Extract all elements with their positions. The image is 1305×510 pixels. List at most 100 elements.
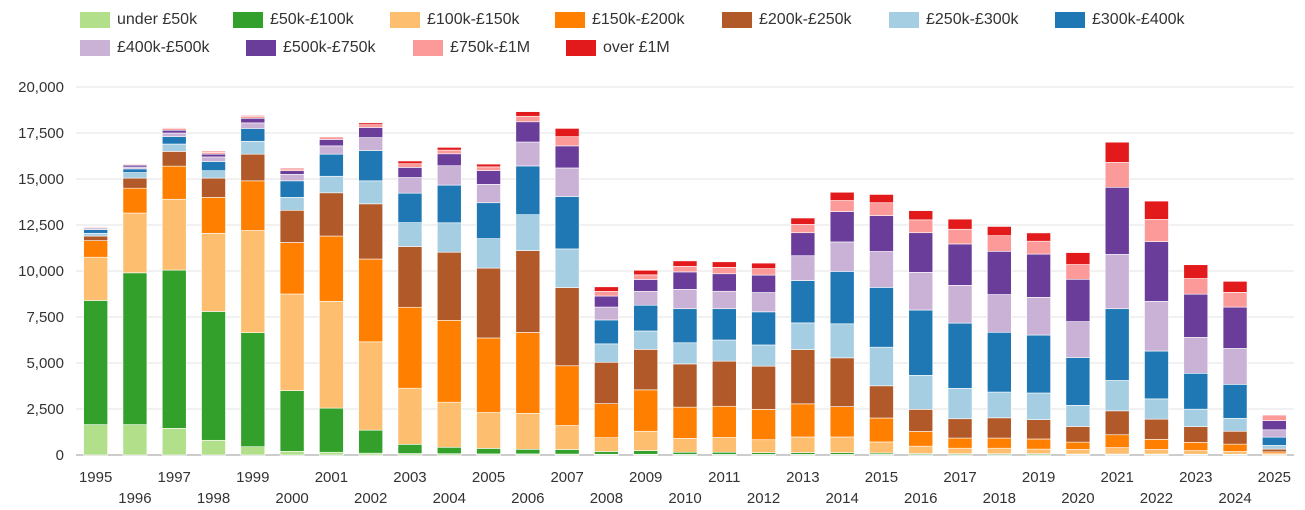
legend-item-under-50k[interactable]: under £50k: [80, 10, 197, 30]
bar-segment-250k-300k[interactable]: [122, 172, 148, 179]
bar-segment-500k-750k[interactable]: [319, 139, 344, 147]
bar-segment-150k-200k[interactable]: [908, 431, 934, 447]
bar-segment-over-1m[interactable]: [829, 191, 855, 201]
bar-segment-150k-200k[interactable]: [1026, 438, 1051, 450]
bar-segment-750k-1m[interactable]: [476, 166, 501, 171]
bar-segment-200k-250k[interactable]: [279, 209, 305, 243]
bar-segment-500k-750k[interactable]: [201, 153, 226, 158]
bar-segment-400k-500k[interactable]: [1183, 337, 1209, 374]
bar-segment-500k-750k[interactable]: [829, 211, 855, 243]
bar-stack-2005[interactable]: [476, 163, 501, 456]
bar-segment-100k-150k[interactable]: [122, 212, 148, 274]
bar-segment-100k-150k[interactable]: [947, 447, 973, 455]
bar-segment-100k-150k[interactable]: [790, 436, 816, 453]
bar-segment-750k-1m[interactable]: [397, 163, 423, 168]
bar-segment-150k-200k[interactable]: [1065, 441, 1091, 450]
bar-segment-750k-1m[interactable]: [1183, 278, 1209, 295]
bar-segment-250k-300k[interactable]: [1065, 405, 1091, 427]
bar-segment-250k-300k[interactable]: [1222, 418, 1248, 432]
bar-segment-300k-400k[interactable]: [515, 165, 541, 216]
bar-segment-500k-750k[interactable]: [397, 167, 423, 178]
bar-stack-2009[interactable]: [633, 269, 659, 456]
bar-segment-under-50k[interactable]: [319, 451, 344, 456]
bar-segment-200k-250k[interactable]: [240, 153, 266, 182]
legend-item-500k-750k[interactable]: £500k-£750k: [246, 38, 376, 58]
bar-segment-750k-1m[interactable]: [1144, 219, 1169, 242]
bar-segment-500k-750k[interactable]: [279, 170, 305, 175]
bar-segment-500k-750k[interactable]: [672, 271, 698, 290]
bar-stack-1997[interactable]: [161, 127, 187, 456]
bar-segment-200k-250k[interactable]: [436, 251, 462, 321]
bar-segment-over-1m[interactable]: [672, 260, 698, 267]
bar-segment-200k-250k[interactable]: [908, 409, 934, 432]
bar-segment-over-1m[interactable]: [436, 147, 462, 151]
bar-segment-750k-1m[interactable]: [790, 224, 816, 234]
bar-segment-500k-750k[interactable]: [908, 232, 934, 273]
bar-segment-250k-300k[interactable]: [1104, 380, 1130, 412]
bar-segment-300k-400k[interactable]: [947, 322, 973, 389]
bar-segment-500k-750k[interactable]: [1222, 306, 1248, 349]
bar-segment-over-1m[interactable]: [1222, 280, 1248, 293]
bar-segment-400k-500k[interactable]: [201, 156, 226, 162]
bar-segment-150k-200k[interactable]: [436, 320, 462, 403]
bar-stack-2023[interactable]: [1183, 264, 1209, 456]
bar-segment-50k-100k[interactable]: [240, 332, 266, 448]
bar-segment-250k-300k[interactable]: [1026, 392, 1051, 420]
bar-segment-100k-150k[interactable]: [397, 387, 423, 445]
bar-segment-200k-250k[interactable]: [790, 349, 816, 405]
bar-segment-400k-500k[interactable]: [1222, 348, 1248, 385]
bar-segment-under-50k[interactable]: [122, 424, 148, 456]
bar-segment-250k-300k[interactable]: [240, 140, 266, 155]
bar-segment-400k-500k[interactable]: [672, 289, 698, 310]
bar-segment-over-1m[interactable]: [161, 127, 187, 129]
bar-segment-400k-500k[interactable]: [240, 122, 266, 129]
bar-segment-200k-250k[interactable]: [869, 385, 894, 419]
bar-stack-2021[interactable]: [1104, 141, 1130, 456]
bar-segment-250k-300k[interactable]: [947, 388, 973, 420]
bar-segment-500k-750k[interactable]: [1144, 241, 1169, 302]
bar-segment-250k-300k[interactable]: [279, 197, 305, 211]
bar-segment-750k-1m[interactable]: [711, 267, 737, 275]
bar-segment-100k-150k[interactable]: [633, 430, 659, 451]
bar-segment-50k-100k[interactable]: [554, 449, 580, 455]
bar-segment-200k-250k[interactable]: [319, 192, 344, 237]
legend-item-200k-250k[interactable]: £200k-£250k: [722, 10, 852, 30]
bar-segment-500k-750k[interactable]: [594, 295, 619, 308]
bar-segment-400k-500k[interactable]: [751, 292, 776, 313]
bar-segment-over-1m[interactable]: [751, 262, 776, 269]
bar-segment-50k-100k[interactable]: [515, 448, 541, 455]
bar-segment-300k-400k[interactable]: [1026, 334, 1051, 394]
bar-segment-250k-300k[interactable]: [476, 238, 501, 269]
bar-segment-100k-150k[interactable]: [1104, 447, 1130, 455]
bar-segment-400k-500k[interactable]: [1144, 301, 1169, 352]
bar-segment-over-1m[interactable]: [711, 261, 737, 268]
bar-segment-400k-500k[interactable]: [790, 255, 816, 281]
bar-segment-500k-750k[interactable]: [869, 215, 894, 252]
bar-segment-750k-1m[interactable]: [829, 200, 855, 212]
bar-segment-over-1m[interactable]: [908, 210, 934, 221]
bar-segment-200k-250k[interactable]: [1026, 419, 1051, 440]
bar-segment-over-1m[interactable]: [319, 136, 344, 138]
bar-segment-150k-200k[interactable]: [672, 406, 698, 439]
bar-segment-200k-250k[interactable]: [829, 357, 855, 407]
bar-segment-500k-750k[interactable]: [987, 251, 1012, 295]
bar-segment-200k-250k[interactable]: [1065, 426, 1091, 443]
bar-segment-500k-750k[interactable]: [790, 232, 816, 257]
bar-stack-2016[interactable]: [908, 210, 934, 456]
bar-segment-400k-500k[interactable]: [1065, 321, 1091, 358]
bar-segment-100k-150k[interactable]: [279, 293, 305, 391]
bar-segment-150k-200k[interactable]: [319, 235, 344, 302]
bar-segment-400k-500k[interactable]: [515, 141, 541, 167]
bar-segment-300k-400k[interactable]: [397, 192, 423, 223]
bar-segment-750k-1m[interactable]: [908, 219, 934, 234]
bar-segment-150k-200k[interactable]: [1222, 443, 1248, 452]
bar-segment-300k-400k[interactable]: [83, 229, 108, 234]
bar-segment-150k-200k[interactable]: [790, 403, 816, 438]
bar-segment-150k-200k[interactable]: [1144, 439, 1169, 450]
bar-segment-150k-200k[interactable]: [279, 242, 305, 295]
bar-stack-2000[interactable]: [279, 167, 305, 456]
bar-segment-150k-200k[interactable]: [1183, 441, 1209, 451]
bar-segment-100k-150k[interactable]: [1183, 450, 1209, 455]
bar-segment-under-50k[interactable]: [83, 424, 108, 456]
bar-segment-300k-400k[interactable]: [476, 202, 501, 239]
